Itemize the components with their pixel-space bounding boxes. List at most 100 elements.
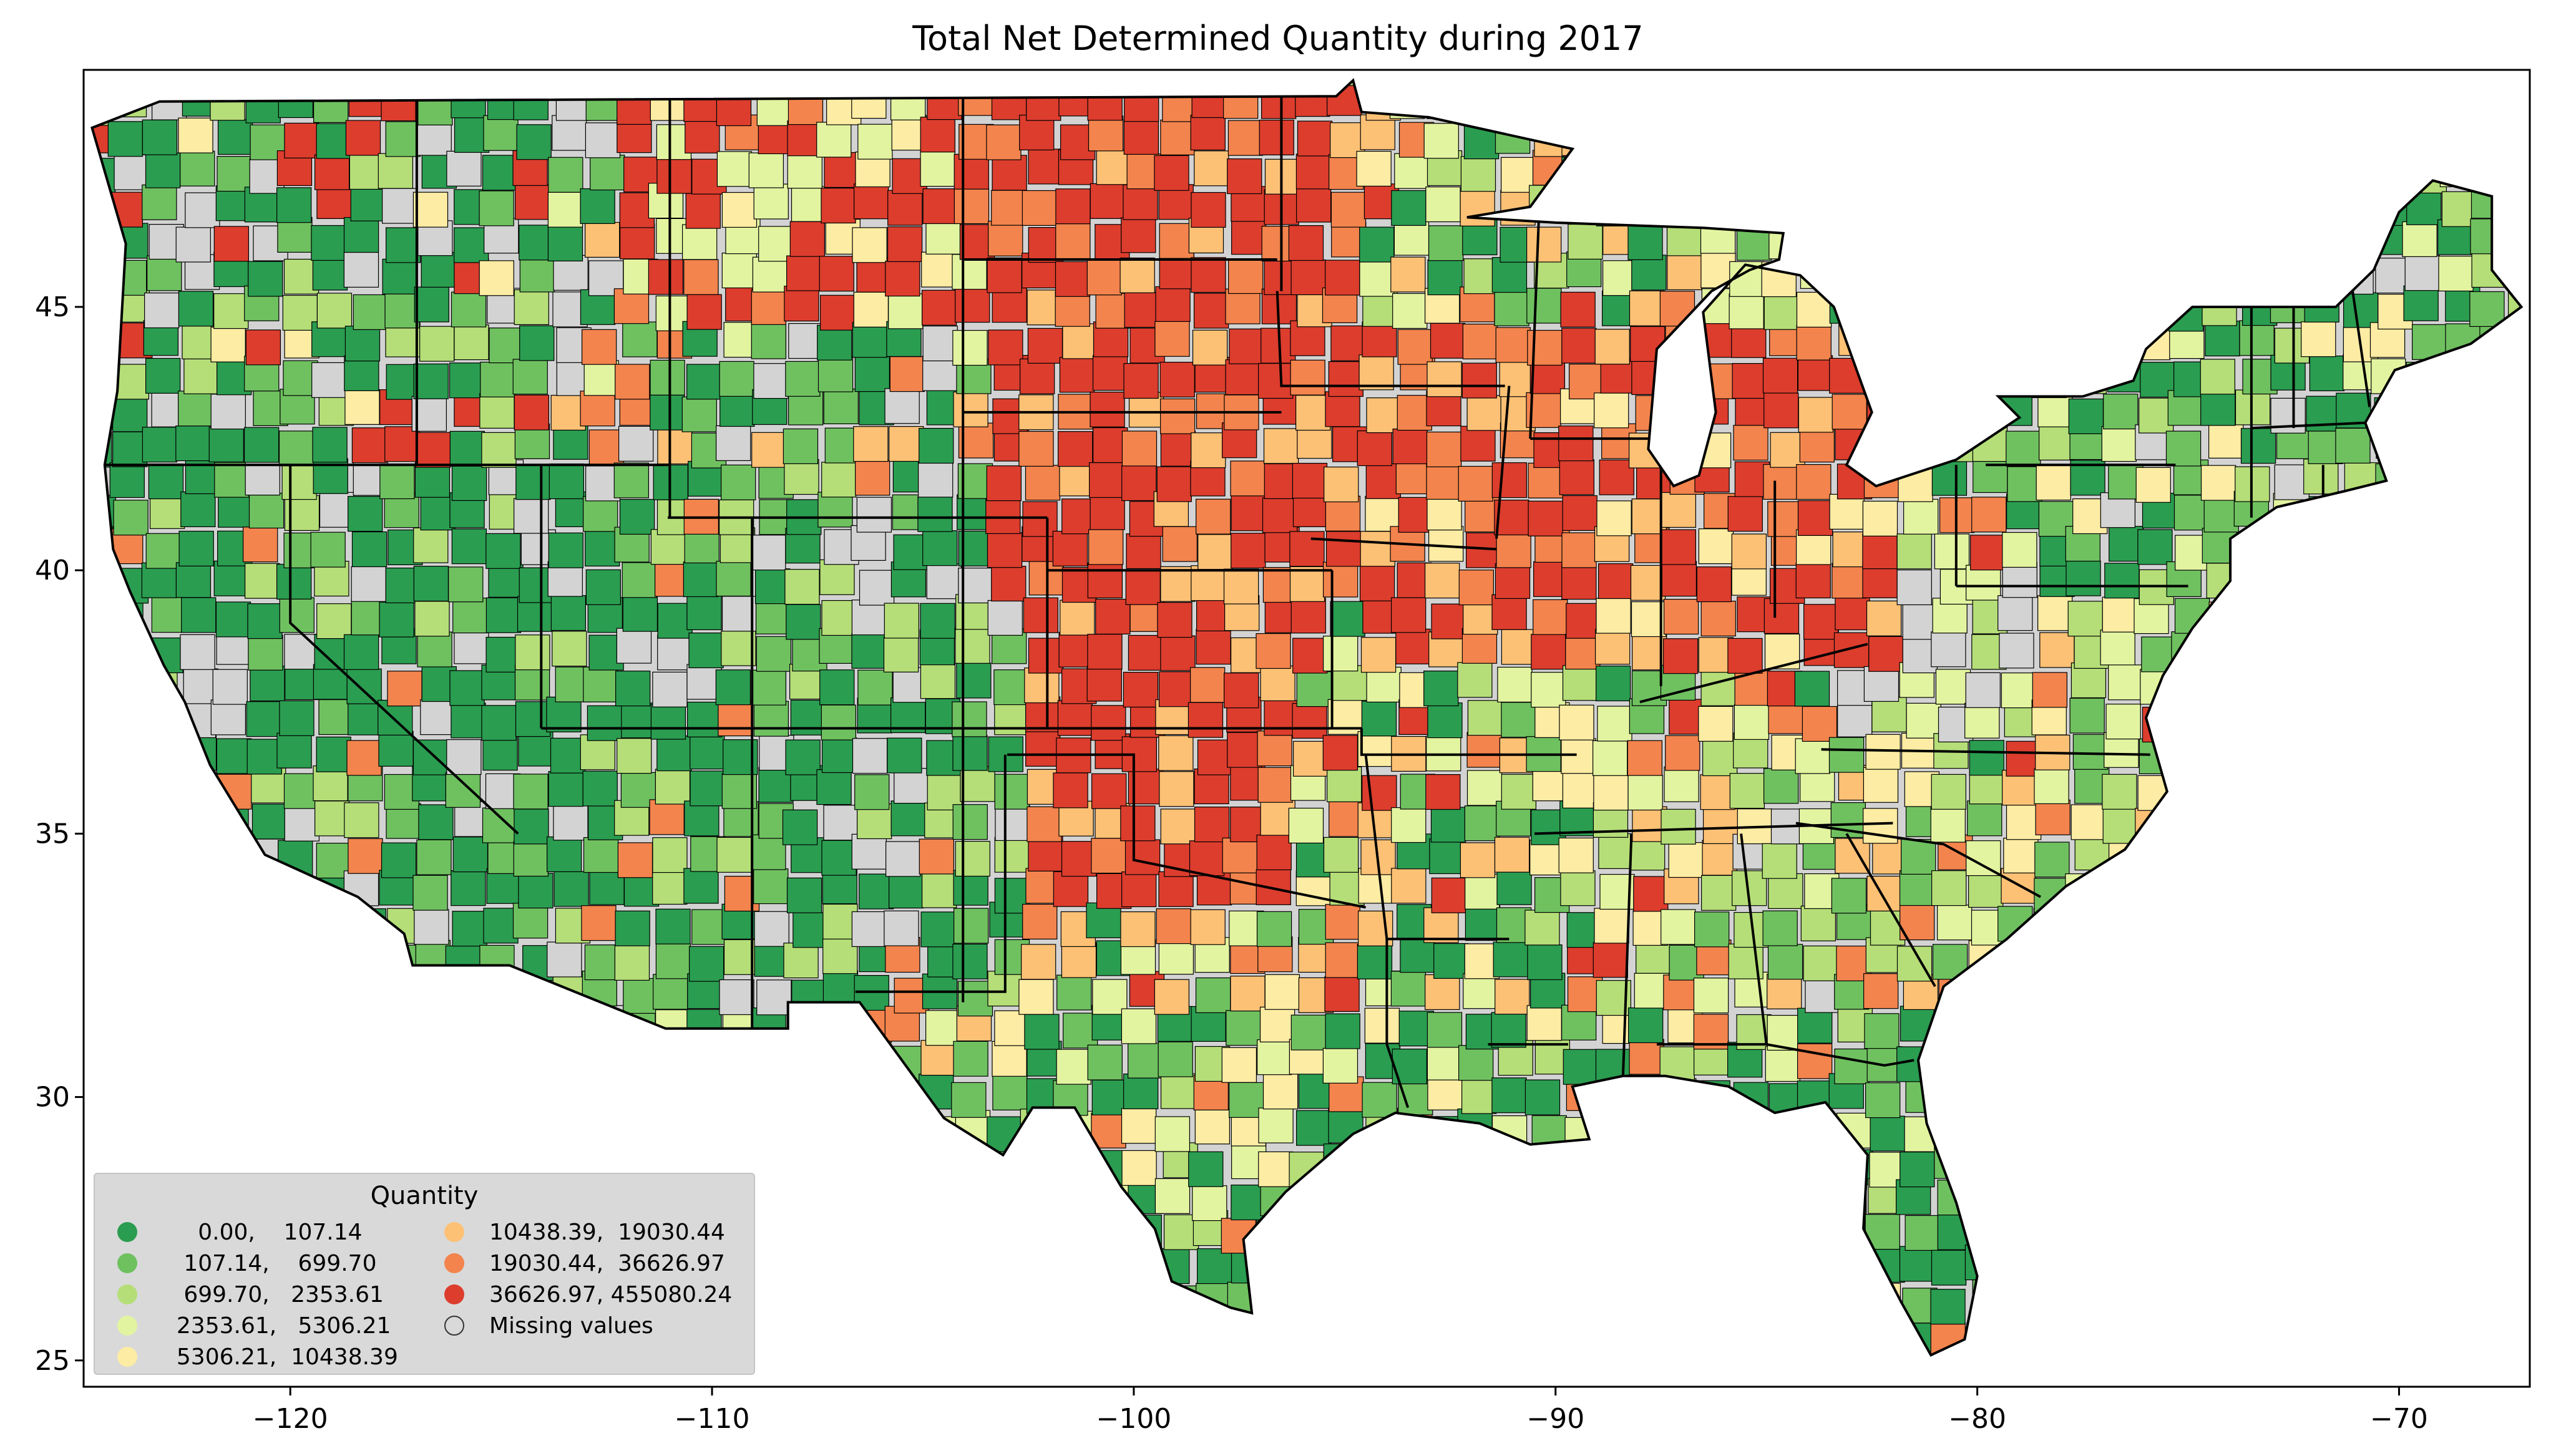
- county-cell: [1190, 115, 1226, 151]
- county-cell: [1862, 533, 1898, 570]
- county-cell: [1356, 1351, 1392, 1356]
- county-cell: [2368, 700, 2404, 736]
- county-cell: [1829, 493, 1865, 530]
- county-cell: [1263, 428, 1299, 464]
- county-cell: [2478, 1179, 2514, 1216]
- county-cell: [851, 833, 887, 870]
- county-cell: [1967, 1148, 2003, 1185]
- county-cell: [1429, 838, 1465, 875]
- county-cell: [2200, 938, 2235, 974]
- county-cell: [1431, 603, 1466, 639]
- county-cell: [313, 87, 349, 124]
- county-cell: [2402, 1077, 2437, 1114]
- county-cell: [1768, 873, 1803, 910]
- county-cell: [2471, 183, 2507, 219]
- county-cell: [1428, 526, 1464, 562]
- county-cell: [1703, 148, 1739, 185]
- county-cell: [1467, 700, 1503, 736]
- county-cell: [1094, 1248, 1130, 1284]
- county-cell: [2002, 1144, 2038, 1180]
- county-cell: [1160, 808, 1196, 845]
- county-cell: [1196, 1248, 1232, 1284]
- county-cell: [449, 362, 485, 399]
- county-cell: [1324, 1254, 1360, 1290]
- county-cell: [1832, 563, 1867, 599]
- county-cell: [1898, 80, 1934, 86]
- county-cell: [184, 971, 220, 1007]
- county-cell: [1195, 977, 1231, 1014]
- county-cell: [315, 800, 350, 837]
- county-cell: [2436, 1348, 2472, 1356]
- county-cell: [652, 868, 688, 905]
- county-cell: [2310, 596, 2346, 632]
- county-cell: [2404, 124, 2440, 160]
- county-cell: [1932, 1042, 1968, 1079]
- county-cell: [483, 908, 519, 944]
- county-cell: [784, 286, 819, 322]
- county-cell: [884, 910, 919, 946]
- county-cell: [2166, 157, 2202, 193]
- county-cell: [2341, 602, 2376, 638]
- county-cell: [1121, 465, 1157, 502]
- county-cell: [985, 498, 1021, 535]
- county-cell: [657, 1080, 693, 1117]
- county-cell: [1967, 800, 2002, 837]
- county-cell: [1392, 1244, 1428, 1281]
- county-cell: [891, 80, 927, 83]
- county-cell: [1767, 973, 1802, 1009]
- county-cell: [1429, 1142, 1465, 1178]
- county-cell: [1191, 432, 1226, 468]
- county-cell: [1561, 157, 1597, 193]
- county-cell: [2006, 430, 2041, 467]
- county-cell: [144, 293, 180, 329]
- county-cell: [1870, 1115, 1905, 1152]
- county-cell: [1592, 1217, 1627, 1253]
- county-cell: [448, 1042, 484, 1079]
- county-cell: [1297, 1313, 1333, 1349]
- county-cell: [686, 1009, 722, 1045]
- county-cell: [2471, 87, 2507, 124]
- county-cell: [245, 87, 281, 124]
- state-border: [1529, 222, 1540, 439]
- county-cell: [2439, 665, 2475, 701]
- county-cell: [2507, 939, 2522, 975]
- county-cell: [1967, 119, 2002, 155]
- county-cell: [658, 1045, 693, 1081]
- county-cell: [1566, 80, 1602, 82]
- county-cell: [479, 190, 514, 226]
- county-cell: [716, 1041, 751, 1077]
- county-cell: [2067, 905, 2102, 941]
- county-cell: [1899, 1246, 1935, 1282]
- county-cell: [1627, 224, 1663, 261]
- county-cell: [1700, 774, 1735, 810]
- county-cell: [2411, 667, 2447, 703]
- county-cell: [2412, 84, 2447, 120]
- county-cell: [1700, 670, 1736, 706]
- county-cell: [1053, 1080, 1088, 1116]
- county-cell: [1665, 735, 1700, 771]
- county-cell: [2373, 666, 2409, 702]
- county-cell: [2369, 871, 2405, 907]
- county-cell: [177, 937, 213, 974]
- county-cell: [649, 799, 685, 835]
- county-cell: [1090, 183, 1126, 219]
- county-cell: [1091, 1079, 1128, 1115]
- county-cell: [1161, 1349, 1196, 1356]
- county-cell: [1365, 495, 1400, 532]
- legend-item: 36626.97, 455080.24: [444, 1279, 732, 1310]
- county-cell: [789, 1077, 824, 1113]
- state-border: [1766, 1043, 1915, 1067]
- county-cell: [1796, 191, 1832, 227]
- county-cell: [1599, 459, 1634, 495]
- county-cell: [1056, 1249, 1093, 1285]
- county-cell: [2004, 217, 2040, 253]
- county-cell: [1632, 1082, 1667, 1119]
- county-cell: [2004, 1012, 2039, 1049]
- county-cell: [414, 462, 451, 498]
- county-cell: [1501, 1313, 1537, 1349]
- county-cell: [2342, 117, 2378, 153]
- county-cell: [2033, 1352, 2069, 1356]
- county-cell: [2376, 1082, 2412, 1118]
- county-cell: [553, 805, 588, 841]
- county-cell: [1829, 288, 1865, 324]
